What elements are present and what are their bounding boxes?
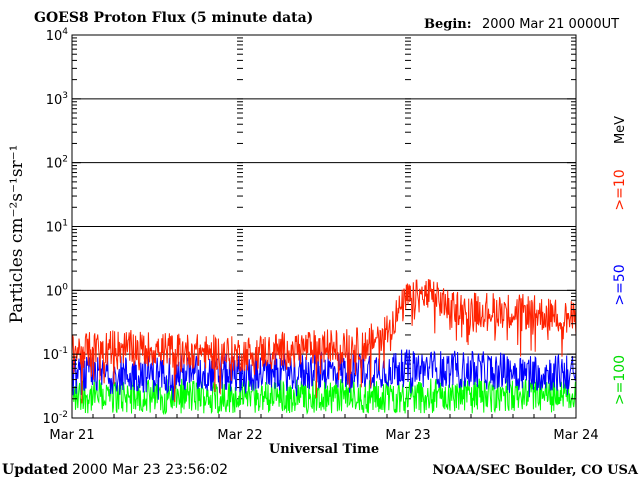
series-line-gte50 xyxy=(71,349,577,401)
axes-layer: 10-2 10-1 100 101 102 103 104 Mar 21 Mar 22 Mar 2… xyxy=(42,27,598,443)
x-axis-label: Universal Time xyxy=(269,442,379,457)
updated-label: Updated xyxy=(2,462,68,478)
units-label: MeV xyxy=(613,116,628,144)
y-axis-label: Particles cm⁻²s⁻¹sr⁻¹ xyxy=(7,145,27,324)
begin-label: Begin: xyxy=(424,17,472,32)
y-tick-label: 10-1 xyxy=(42,346,68,363)
legend-gt10: >=10 xyxy=(612,169,628,210)
y-tick-label: 103 xyxy=(46,91,68,108)
begin-value: 2000 Mar 21 0000UT xyxy=(482,17,619,32)
source-label: NOAA/SEC Boulder, CO USA xyxy=(432,463,639,478)
y-tick-label: 10-2 xyxy=(42,410,68,427)
legend-gt100: >=100 xyxy=(612,355,628,405)
plot-frame-top xyxy=(71,34,577,419)
x-tick-label: Mar 24 xyxy=(553,428,598,443)
x-tick-label: Mar 21 xyxy=(49,428,94,443)
y-tick-label: 104 xyxy=(46,27,69,44)
chart-title: GOES8 Proton Flux (5 minute data) xyxy=(34,10,313,26)
updated-value: 2000 Mar 23 23:56:02 xyxy=(72,462,228,478)
y-tick-label: 100 xyxy=(46,282,69,299)
x-tick-label: Mar 23 xyxy=(385,428,430,443)
y-tick-label: 102 xyxy=(46,155,68,172)
x-tick-label: Mar 22 xyxy=(217,428,262,443)
series-line-gte10 xyxy=(71,279,577,404)
legend-gt50: >=50 xyxy=(612,264,628,305)
series-layer xyxy=(71,279,577,416)
y-tick-label: 101 xyxy=(46,219,68,236)
